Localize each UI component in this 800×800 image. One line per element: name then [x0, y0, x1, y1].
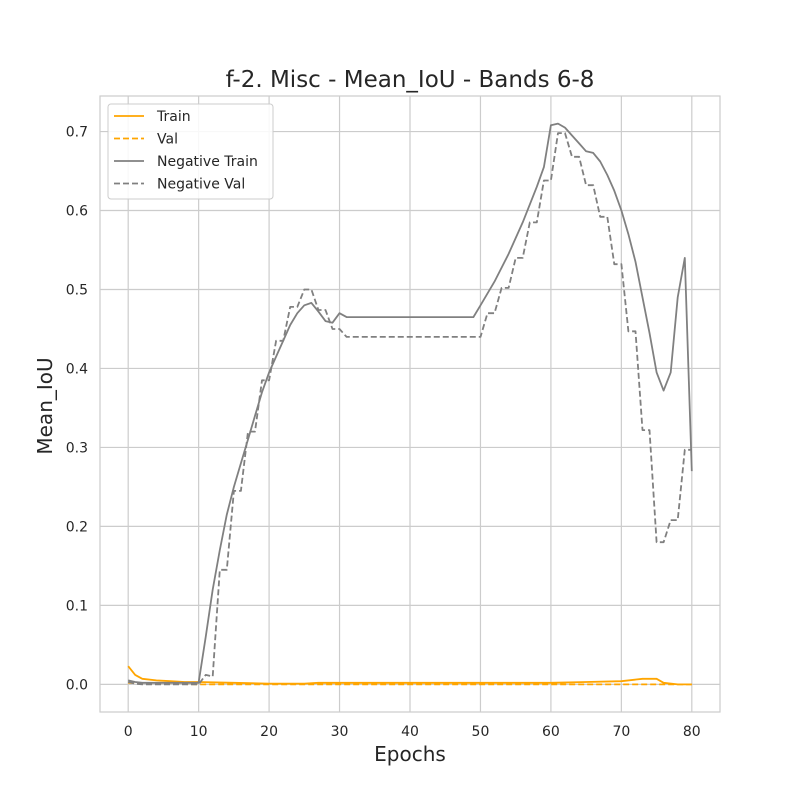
- x-tick-label: 70: [612, 724, 630, 740]
- y-tick-label: 0.6: [66, 204, 88, 220]
- chart-title: f-2. Misc - Mean_IoU - Bands 6-8: [226, 67, 595, 93]
- y-tick-label: 0.2: [66, 519, 88, 535]
- series-line-negative-train: [127, 122, 693, 684]
- x-axis-label: Epochs: [374, 742, 446, 766]
- legend-label: Negative Train: [157, 154, 258, 170]
- legend-label: Negative Val: [157, 177, 245, 193]
- x-tick-label: 50: [472, 724, 490, 740]
- series-line-negative-val: [127, 132, 692, 686]
- legend-label: Val: [157, 132, 178, 148]
- y-tick-label: 0.1: [66, 598, 88, 614]
- y-tick-label: 0.0: [66, 677, 88, 693]
- x-tick-label: 30: [331, 724, 349, 740]
- x-tick-label: 80: [683, 724, 701, 740]
- x-tick-label: 10: [190, 724, 208, 740]
- y-axis-label: Mean_IoU: [33, 357, 57, 454]
- legend-label: Train: [156, 109, 191, 125]
- legend-box: [107, 103, 274, 200]
- x-tick-label: 60: [542, 724, 560, 740]
- y-tick-label: 0.4: [66, 361, 88, 377]
- legend: Train Val Negative Train Negative Val: [107, 103, 274, 200]
- y-tick-label: 0.7: [66, 125, 88, 141]
- x-tick-label: 0: [124, 724, 133, 740]
- tick-labels: 0 10 20 30 40 50 60 70 80 0.0 0.1 0.2 0.3 0.4 0.5 0.6 0.…: [66, 125, 701, 740]
- series-lines: [127, 122, 693, 686]
- x-tick-label: 20: [260, 724, 278, 740]
- series-line-train: [127, 665, 692, 686]
- y-tick-label: 0.3: [66, 440, 88, 456]
- plot-frame: [99, 95, 721, 713]
- y-tick-label: 0.5: [66, 282, 88, 298]
- x-tick-label: 40: [401, 724, 419, 740]
